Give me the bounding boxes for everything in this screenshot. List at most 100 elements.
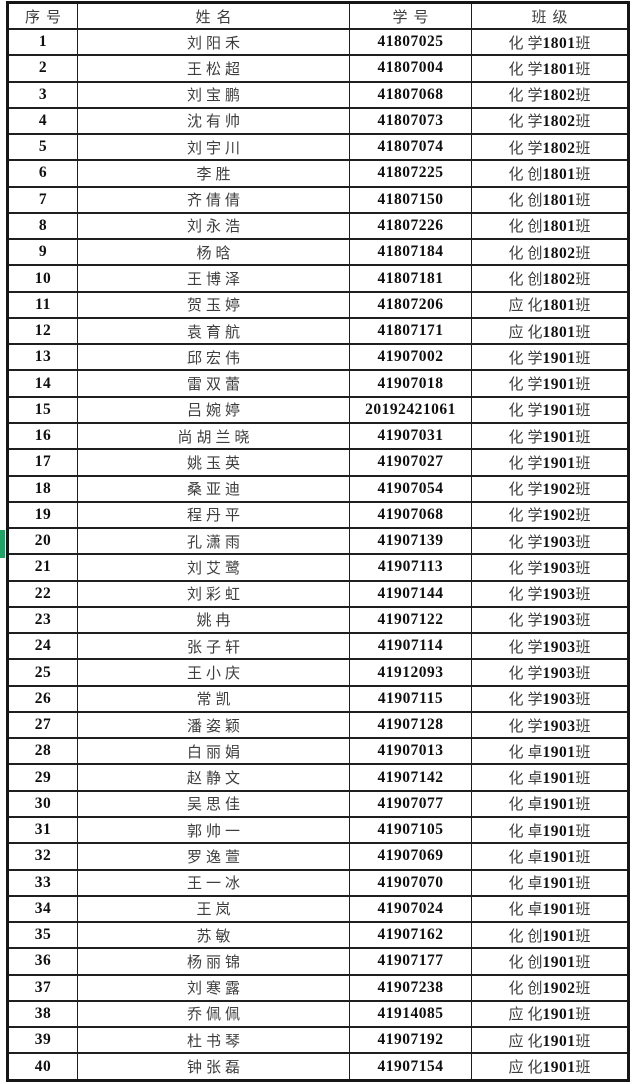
cell-name: 雷双蕾	[77, 369, 350, 398]
cell-number-text: 41907154	[377, 1057, 444, 1075]
table-row: 4 沈有帅 41807073 化学1802班	[7, 106, 629, 136]
cell-name: 刘阳禾	[77, 27, 350, 57]
cell-id: 41907238	[349, 973, 472, 1002]
cell-chinese-text: 班	[575, 1033, 595, 1050]
cell-chinese-text: 化卓	[508, 902, 547, 919]
cell-no: 3	[7, 80, 78, 109]
cell-id: 41907192	[349, 1026, 472, 1055]
cell-number-text: 20192421061	[365, 400, 456, 418]
cell-id: 41807074	[349, 133, 472, 162]
cell-number-text: 41907122	[377, 610, 444, 628]
cell-chinese-text: 王岚	[196, 902, 235, 919]
cell-chinese-text: 王小庆	[186, 666, 244, 682]
cell-chinese-text: 班	[575, 928, 595, 945]
cell-chinese-text: 化卓	[508, 797, 547, 814]
cell-name: 刘寒露	[77, 973, 350, 1002]
cell-number-text: 1901	[542, 454, 576, 472]
cell-number-text: 1901	[542, 1006, 576, 1024]
cell-number-text: 41907077	[377, 794, 444, 812]
cell-id: 41807225	[349, 159, 472, 188]
cell-number-text: 31	[34, 821, 52, 839]
cell-chinese-text: 化学	[508, 377, 547, 394]
cell-number-text: 1901	[542, 796, 576, 814]
cell-number-text: 36	[34, 952, 52, 970]
cell-number-text: 13	[34, 348, 52, 366]
cell-chinese-text: 班	[575, 166, 595, 183]
cell-name: 乔佩佩	[77, 999, 350, 1029]
table-row: 2 王松超 41807004 化学1801班	[7, 54, 629, 83]
cell-id: 41907114	[349, 632, 472, 661]
cell-chinese-text: 邱宏伟	[186, 350, 244, 367]
table-row: 10 王博泽 41807181 化创1802班	[7, 264, 629, 293]
cell-number-text: 41907002	[377, 348, 444, 366]
cell-chinese-text: 应化	[508, 1033, 547, 1050]
table-row: 25 王小庆 41912093 化学1903班	[7, 658, 629, 687]
cell-chinese-text: 班	[575, 744, 595, 761]
cell-id: 41807150	[349, 185, 472, 214]
table-row: 32 罗逸萱 41907069 化卓1901班	[7, 842, 629, 871]
cell-chinese-text: 班	[575, 455, 595, 472]
cell-chinese-text: 王松超	[186, 61, 244, 78]
cell-chinese-text: 化创	[508, 272, 547, 289]
cell-number-text: 1901	[542, 901, 576, 919]
cell-chinese-text: 应化	[508, 324, 547, 341]
cell-id: 41907177	[349, 947, 472, 976]
cell-no: 29	[7, 763, 78, 792]
cell-number-text: 11	[35, 295, 51, 313]
cell-number-text: 1	[38, 33, 48, 51]
cell-id: 41907069	[349, 842, 472, 871]
cell-id: 41907031	[349, 421, 472, 451]
cell-number-text: 5	[38, 138, 48, 156]
cell-id: 41807004	[349, 54, 472, 83]
cell-number-text: 41807025	[377, 33, 444, 51]
cell-number-text: 1801	[542, 323, 576, 341]
cell-number-text: 32	[34, 847, 52, 865]
cell-no: 19	[7, 500, 78, 530]
cell-chinese-text: 刘永浩	[186, 219, 244, 236]
cell-chinese-text: 班	[575, 876, 595, 893]
cell-no: 27	[7, 710, 78, 740]
cell-no: 17	[7, 448, 78, 477]
table-row: 24 张子轩 41907114 化学1903班	[7, 632, 629, 661]
cell-chinese-text: 化卓	[508, 876, 547, 893]
cell-chinese-text: 班	[575, 324, 595, 341]
table-row: 5 刘宇川 41807074 化学1802班	[7, 133, 629, 162]
cell-chinese-text: 刘艾鹭	[186, 560, 244, 577]
cell-chinese-text: 班	[575, 193, 595, 210]
cell-no: 16	[7, 421, 78, 451]
table-row: 8 刘永浩 41807226 化创1801班	[7, 211, 629, 241]
cell-chinese-text: 孔潇雨	[186, 534, 244, 551]
table-row: 33 王一冰 41907070 化卓1901班	[7, 868, 629, 897]
cell-cls: 化学1802班	[471, 106, 629, 136]
cell-no: 38	[7, 999, 78, 1029]
cell-cls: 化学1801班	[471, 27, 629, 57]
cell-id: 41807025	[349, 27, 472, 57]
cell-number-text: 38	[34, 1004, 52, 1022]
cell-chinese-text: 化学	[508, 718, 547, 735]
cell-chinese-text: 罗逸萱	[186, 849, 244, 866]
cell-no: 25	[7, 658, 78, 687]
cell-number-text: 19	[34, 505, 52, 523]
cell-chinese-text: 班	[575, 954, 595, 971]
cell-number-text: 1801	[542, 165, 576, 183]
cell-no: 36	[7, 947, 78, 976]
cell-cls: 化学1802班	[471, 133, 629, 162]
cell-cls: 化学1901班	[471, 448, 629, 477]
cell-chinese-text: 王博泽	[186, 272, 244, 289]
cell-number-text: 1901	[542, 349, 576, 367]
cell-number-text: 3	[38, 85, 48, 103]
cell-number-text: 1903	[542, 586, 576, 604]
cell-name: 白丽娟	[77, 737, 350, 766]
cell-no: 1	[7, 27, 78, 57]
cell-number-text: 41907115	[377, 689, 444, 707]
cell-number-text: 1903	[542, 717, 576, 735]
cell-id: 41807068	[349, 80, 472, 109]
cell-number-text: 41807225	[377, 164, 444, 182]
cell-cls: 化卓1901班	[471, 868, 629, 897]
cell-id: 41807181	[349, 264, 472, 293]
cell-chinese-text: 班	[575, 718, 595, 735]
cell-number-text: 1801	[542, 297, 576, 315]
cell-chinese-text: 化学	[508, 666, 547, 682]
cell-id: 41907013	[349, 737, 472, 766]
cell-no: 18	[7, 474, 78, 503]
